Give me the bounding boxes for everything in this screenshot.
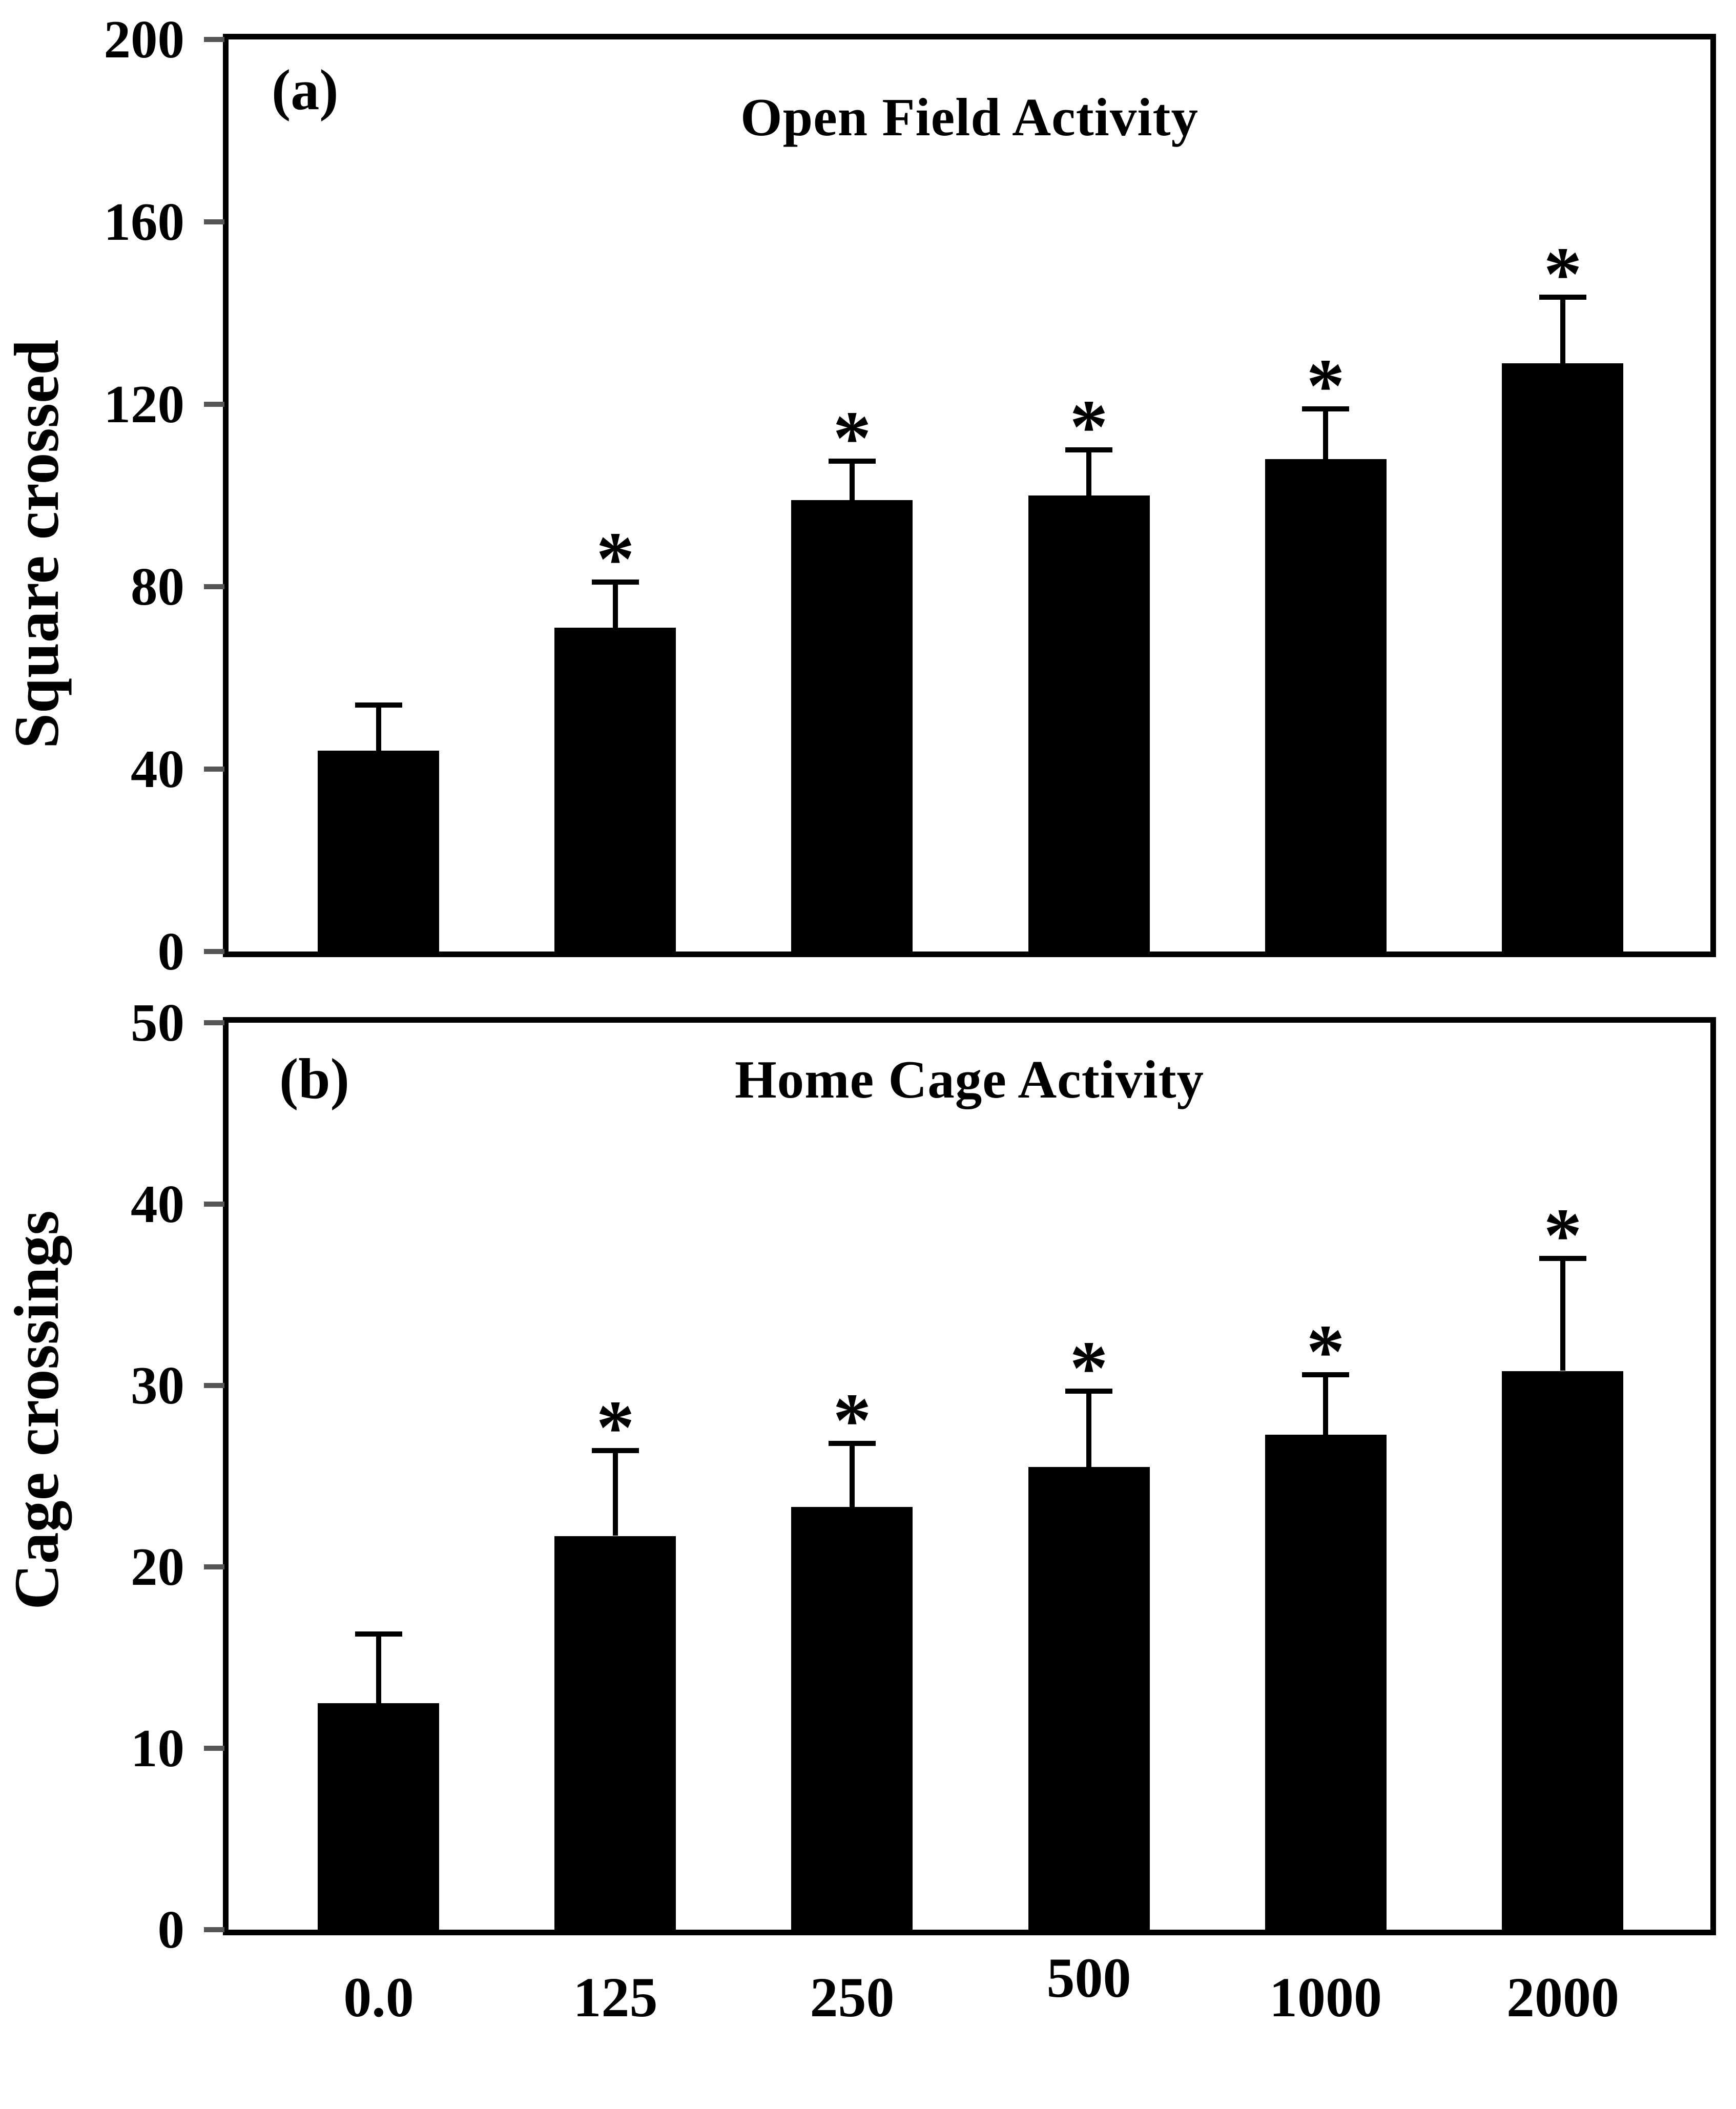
error-bar-line [1086, 1391, 1091, 1467]
y-tick-mark [204, 584, 224, 589]
y-tick-mark [204, 1020, 224, 1025]
y-tick-mark [204, 402, 224, 407]
significance-asterisk: * [1543, 232, 1582, 317]
significance-asterisk: * [1543, 1193, 1582, 1278]
bar-1000 [1265, 459, 1387, 952]
x-tick-label: 125 [573, 1966, 658, 2029]
error-bar-cap [1065, 1389, 1112, 1394]
panel-a-title: Open Field Activity [740, 87, 1198, 147]
bar-0.0 [318, 1703, 439, 1930]
panel-b-plot-area [223, 1017, 1716, 1935]
x-axis-label-units: peel powder mg/kg b.w [901, 2106, 1501, 2109]
error-bar-cap [355, 702, 402, 708]
significance-asterisk: * [833, 396, 872, 481]
error-bar-cap [355, 1631, 402, 1637]
y-tick-label: 50 [131, 993, 184, 1052]
bar-125 [554, 1536, 676, 1930]
error-bar-cap [1539, 1256, 1586, 1261]
error-bar-line [1323, 409, 1328, 459]
significance-asterisk: * [596, 516, 635, 602]
bar-0.0 [318, 751, 439, 952]
panel-b-letter: (b) [279, 1047, 349, 1111]
significance-asterisk: * [1306, 343, 1345, 428]
y-tick-label: 0 [157, 921, 185, 981]
x-tick-label: 1000 [1269, 1966, 1382, 2029]
error-bar-cap [1065, 447, 1112, 452]
error-bar-line [376, 1634, 381, 1703]
bar-1000 [1265, 1435, 1387, 1930]
x-tick-label: 2000 [1506, 1966, 1619, 2029]
error-bar-line [1323, 1375, 1328, 1435]
x-tick-label: 0.0 [343, 1966, 414, 2029]
significance-asterisk: * [1069, 384, 1108, 469]
y-tick-mark [204, 1746, 224, 1751]
y-tick-mark [204, 1564, 224, 1569]
panel-b-title: Home Cage Activity [734, 1049, 1205, 1109]
y-tick-label: 30 [131, 1355, 184, 1415]
bar-500 [1028, 495, 1150, 952]
y-tick-mark [204, 37, 224, 42]
y-tick-label: 120 [104, 374, 185, 434]
error-bar-line [850, 1443, 855, 1507]
error-bar-line [850, 461, 855, 500]
y-tick-mark [204, 1202, 224, 1207]
error-bar-line [613, 582, 618, 628]
error-bar-cap [829, 1441, 876, 1446]
error-bar-cap [1302, 406, 1349, 411]
error-bar-line [376, 705, 381, 751]
error-bar-cap [592, 580, 639, 585]
y-tick-mark [204, 949, 224, 954]
x-axis-label-species: M. madrespatana [494, 2106, 902, 2109]
y-tick-label: 160 [104, 192, 185, 252]
error-bar-line [613, 1451, 618, 1536]
significance-asterisk: * [1306, 1309, 1345, 1394]
significance-asterisk: * [833, 1378, 872, 1463]
significance-asterisk: * [596, 1385, 635, 1470]
y-tick-label: 20 [131, 1537, 184, 1597]
error-bar-cap [1302, 1372, 1349, 1377]
error-bar-line [1086, 450, 1091, 495]
panel-a-letter: (a) [272, 58, 339, 122]
y-tick-label: 80 [131, 556, 184, 616]
bar-500 [1028, 1467, 1150, 1930]
bar-250 [791, 500, 913, 952]
bar-250 [791, 1507, 913, 1930]
x-tick-label: 250 [810, 1966, 895, 2029]
error-bar-cap [829, 459, 876, 464]
bar-125 [554, 628, 676, 952]
error-bar-line [1560, 1258, 1565, 1371]
x-axis-label: M. madrespatana peel powder mg/kg b.w [223, 2040, 1716, 2109]
panel-a-plot-area [223, 34, 1716, 957]
error-bar-cap [592, 1448, 639, 1453]
y-tick-label: 40 [131, 1174, 184, 1234]
x-tick-label: 500 [1046, 1947, 1131, 2009]
y-tick-mark [204, 219, 224, 224]
y-tick-label: 10 [131, 1718, 184, 1778]
significance-asterisk: * [1069, 1326, 1108, 1411]
bar-2000 [1502, 1371, 1623, 1930]
error-bar-line [1560, 297, 1565, 363]
y-tick-mark [204, 1927, 224, 1932]
y-tick-label: 0 [157, 1899, 185, 1959]
error-bar-cap [1539, 295, 1586, 300]
y-tick-mark [204, 1383, 224, 1388]
y-tick-label: 200 [104, 9, 185, 69]
bar-2000 [1502, 363, 1623, 952]
y-tick-label: 40 [131, 739, 184, 799]
y-tick-mark [204, 767, 224, 772]
